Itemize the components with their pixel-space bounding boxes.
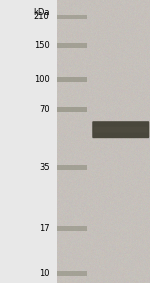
Bar (57, 14, 87, 19)
FancyBboxPatch shape (94, 127, 148, 133)
Text: 70: 70 (39, 105, 50, 114)
Bar (57, 77, 87, 82)
Bar (57, 43, 87, 48)
Bar (57, 165, 87, 170)
Bar (57, 0, 150, 283)
Text: kDa: kDa (33, 8, 50, 18)
FancyBboxPatch shape (92, 121, 149, 138)
Text: 35: 35 (39, 163, 50, 172)
Text: 10: 10 (39, 269, 50, 278)
Bar (57, 107, 87, 112)
Bar (57, 226, 87, 231)
Text: 100: 100 (34, 75, 50, 84)
Bar (57, 271, 87, 276)
Text: 17: 17 (39, 224, 50, 233)
Text: 210: 210 (34, 12, 50, 22)
Text: 150: 150 (34, 41, 50, 50)
